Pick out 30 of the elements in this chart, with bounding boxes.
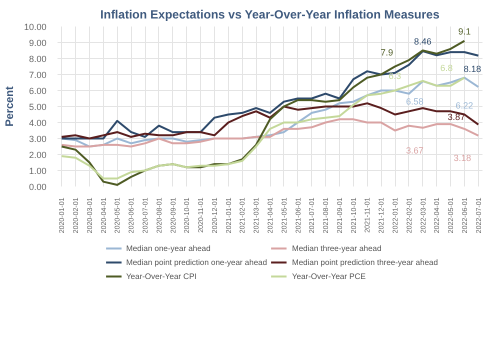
chart-title: Inflation Expectations vs Year-Over-Year Inflation Measures xyxy=(100,8,440,22)
y-tick-label: 10.00 xyxy=(24,22,47,32)
y-tick-label: 7.00 xyxy=(28,70,47,80)
annotation: 7.9 xyxy=(380,48,394,58)
annotation: 9.1 xyxy=(458,26,471,36)
annotation: 6.8 xyxy=(440,63,453,74)
line-series xyxy=(60,50,480,140)
legend-label: Year-Over-Year PCE xyxy=(292,271,366,281)
y-tick-label: 6.00 xyxy=(28,86,47,96)
y-axis-title: Percent xyxy=(4,86,16,127)
legend-label: Median point prediction three-year ahead xyxy=(292,257,438,267)
legend-label: Year-Over-Year CPI xyxy=(126,271,197,281)
y-tick-label: 5.00 xyxy=(28,102,47,112)
y-tick-label: 3.00 xyxy=(28,134,47,144)
annotation: 6.3 xyxy=(388,71,402,82)
legend-label: Median three-year ahead xyxy=(292,243,382,253)
legend-label: Median one-year ahead xyxy=(126,243,211,253)
y-tick-label: 1.00 xyxy=(28,166,47,176)
y-tick-label: 9.00 xyxy=(28,38,47,48)
annotation: 6.22 xyxy=(456,100,474,110)
y-tick-label: 8.00 xyxy=(28,54,47,64)
y-tick-label: 2.00 xyxy=(28,150,47,160)
annotation: 3.18 xyxy=(454,153,472,164)
annotation: 3.67 xyxy=(406,145,424,156)
annotation: 8.18 xyxy=(464,64,482,74)
annotation: 8.46 xyxy=(414,36,432,47)
annotation: 6.58 xyxy=(406,96,424,107)
y-tick-label: 4.00 xyxy=(28,118,47,128)
legend-label: Median point prediction one-year ahead xyxy=(126,257,268,267)
y-tick-label: 0.00 xyxy=(28,182,47,192)
